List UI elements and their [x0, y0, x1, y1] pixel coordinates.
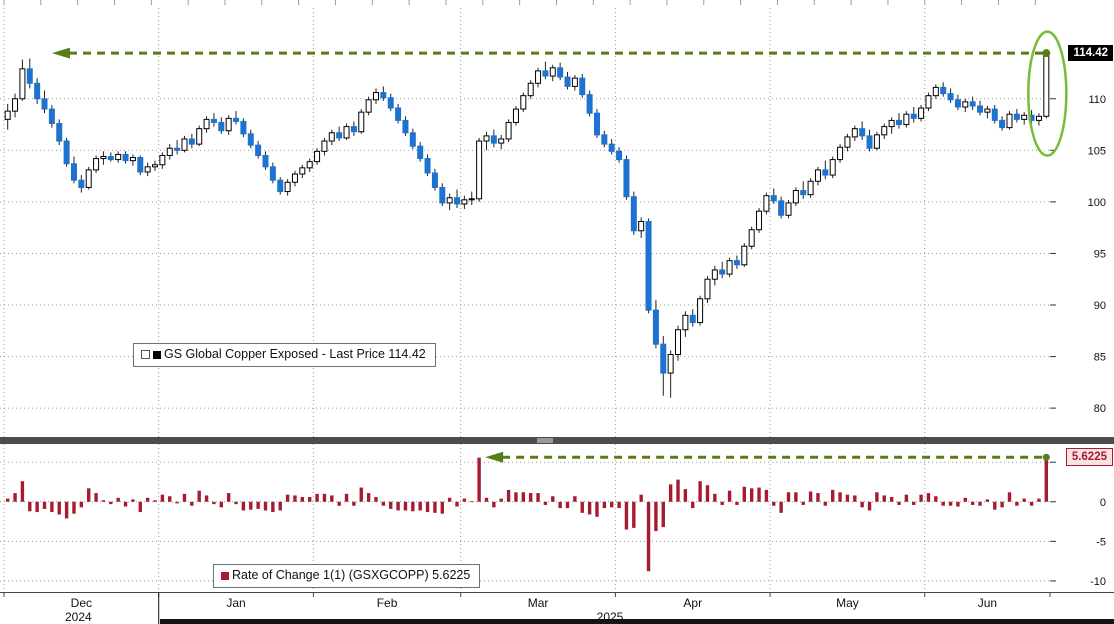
svg-text:85: 85	[1094, 352, 1106, 364]
price-annotations	[52, 30, 1068, 157]
last-price-badge: 114.42	[1068, 45, 1113, 61]
price-legend[interactable]: GS Global Copper Exposed - Last Price 11…	[133, 343, 436, 367]
highlight-ellipse	[1027, 30, 1068, 157]
legend-checkbox-icon	[141, 350, 150, 359]
roc-grid: 50-5-10	[0, 444, 1106, 592]
svg-text:Mar: Mar	[528, 596, 549, 610]
left-arrow-icon	[485, 451, 504, 463]
svg-text:95: 95	[1094, 248, 1106, 260]
bottom-strip	[160, 619, 1114, 624]
candlesticks	[4, 51, 1050, 398]
svg-text:80: 80	[1094, 403, 1106, 415]
svg-text:Jun: Jun	[978, 596, 997, 610]
svg-text:-10: -10	[1090, 576, 1106, 588]
panel-separator[interactable]	[0, 437, 1114, 444]
roc-bars	[5, 457, 1049, 572]
svg-text:2024: 2024	[65, 610, 92, 624]
svg-text:105: 105	[1088, 145, 1106, 157]
price-legend-label: GS Global Copper Exposed - Last Price 11…	[164, 347, 426, 361]
price-panel[interactable]: 110 105 100 95 90 85 80	[0, 0, 1114, 437]
separator-handle[interactable]	[537, 438, 553, 443]
svg-text:110: 110	[1088, 94, 1106, 106]
price-series-swatch-icon	[153, 351, 161, 359]
svg-text:Dec: Dec	[71, 596, 92, 610]
roc-series-swatch-icon	[221, 572, 229, 580]
roc-value-badge: 5.6225	[1065, 448, 1113, 466]
svg-text:Jan: Jan	[226, 596, 245, 610]
svg-text:-5: -5	[1096, 536, 1106, 548]
roc-annotations	[485, 451, 1050, 463]
roc-panel[interactable]: 50-5-10	[0, 444, 1114, 592]
svg-text:Feb: Feb	[377, 596, 398, 610]
svg-text:Apr: Apr	[683, 596, 702, 610]
svg-text:May: May	[836, 596, 859, 610]
svg-text:100: 100	[1088, 197, 1106, 209]
left-arrow-icon	[52, 47, 70, 59]
roc-legend-label: Rate of Change 1(1) (GSXGCOPP) 5.6225	[232, 568, 471, 582]
svg-text:90: 90	[1094, 300, 1106, 312]
svg-text:0: 0	[1100, 497, 1106, 509]
roc-legend[interactable]: Rate of Change 1(1) (GSXGCOPP) 5.6225	[213, 564, 481, 588]
